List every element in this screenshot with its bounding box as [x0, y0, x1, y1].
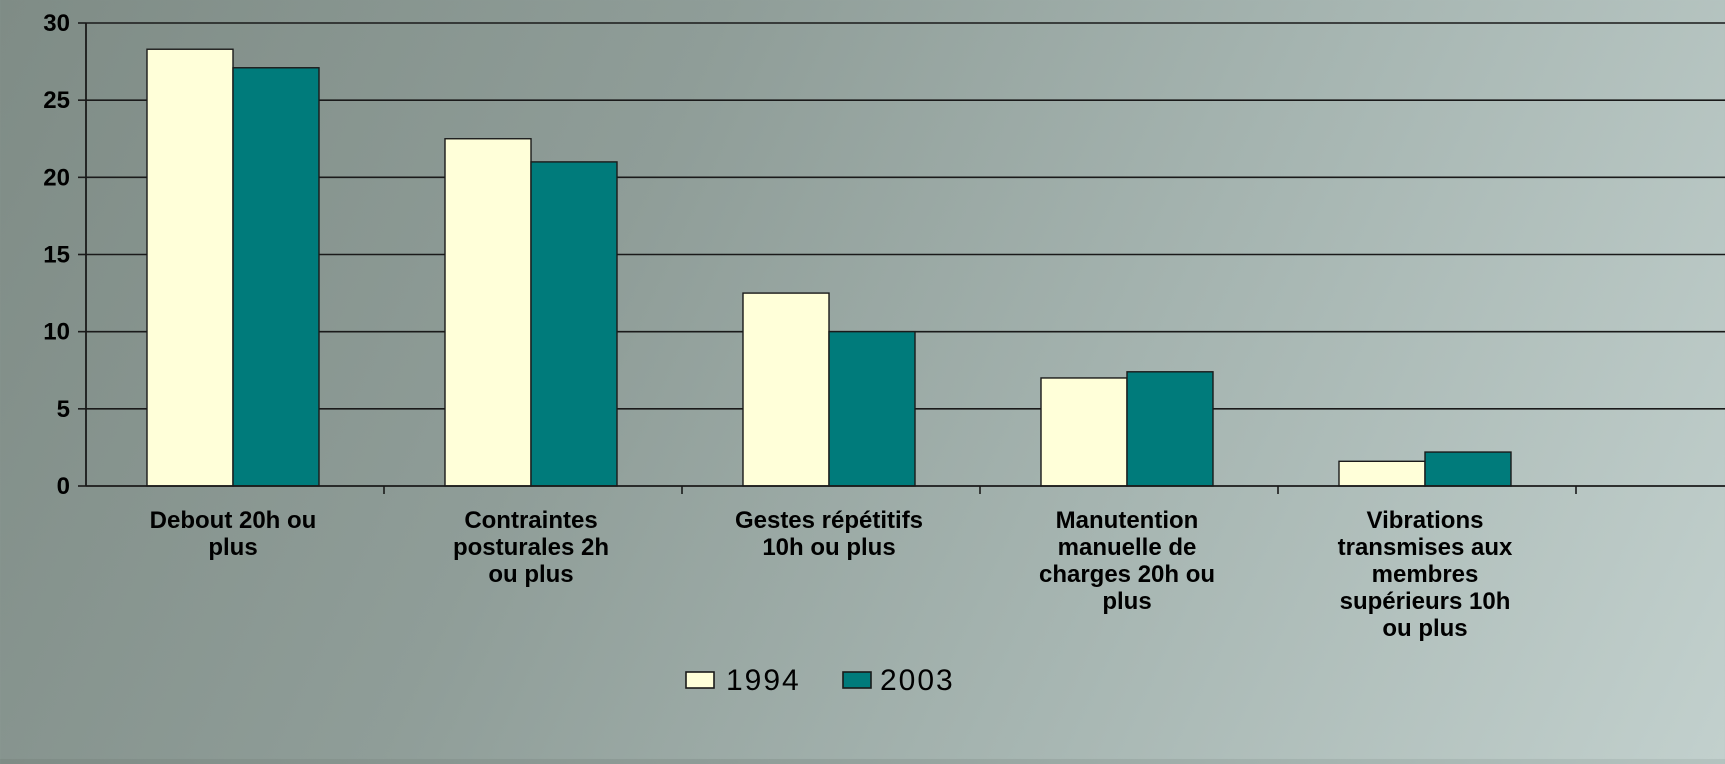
bar-1994-2: [742, 292, 830, 487]
legend-label-2003: 2003: [880, 664, 955, 697]
bar-1994-4: [1338, 460, 1426, 487]
legend-label-1994: 1994: [726, 664, 801, 697]
category-label-line: Debout 20h ou: [150, 507, 317, 534]
y-tick-labels: 0 5 10 15 20 25 30: [43, 10, 70, 500]
legend: 1994 2003: [685, 664, 955, 697]
axes: [78, 22, 1725, 494]
y-tick-label: 20: [43, 164, 70, 191]
gridlines: [86, 22, 1725, 410]
y-tick-label: 0: [57, 473, 70, 500]
category-label-line: 10h ou plus: [762, 534, 895, 561]
category-label: Contraintes posturales 2h ou plus: [453, 507, 609, 588]
y-tick-label: 10: [43, 319, 70, 346]
category-label: Manutention manuelle de charges 20h ou plus: [1039, 507, 1215, 615]
bar-1994-3: [1040, 377, 1128, 487]
bar-2003-0: [232, 67, 320, 487]
bar-2003-3: [1126, 371, 1214, 487]
category-label-line: charges 20h ou: [1039, 561, 1215, 588]
category-label: Gestes répétitifs 10h ou plus: [735, 507, 923, 561]
y-tick-label: 25: [43, 87, 70, 114]
category-label-line: Manutention: [1056, 507, 1199, 534]
category-label: Vibrations transmises aux membres supérieur…: [1338, 507, 1513, 642]
bar-2003-1: [530, 161, 618, 487]
legend-swatch-2003: [842, 671, 872, 689]
category-label-line: Contraintes: [464, 507, 597, 534]
category-label-line: Gestes répétitifs: [735, 507, 923, 534]
bar-2003-2: [828, 330, 916, 487]
category-label-line: supérieurs 10h: [1340, 588, 1511, 615]
category-label-line: ou plus: [488, 561, 573, 588]
bar-2003-4: [1424, 451, 1512, 487]
category-label-line: transmises aux: [1338, 534, 1513, 561]
y-tick-label: 30: [43, 10, 70, 37]
category-label-line: plus: [1102, 588, 1151, 615]
category-label-line: posturales 2h: [453, 534, 609, 561]
y-tick-label: 5: [57, 396, 70, 423]
y-tick-label: 15: [43, 242, 70, 269]
category-label: Debout 20h ou plus: [150, 507, 317, 561]
category-label-line: Vibrations: [1367, 507, 1484, 534]
bar-1994-0: [146, 48, 234, 487]
category-label-line: ou plus: [1382, 615, 1467, 642]
category-label-line: plus: [208, 534, 257, 561]
category-label-line: manuelle de: [1058, 534, 1197, 561]
legend-swatch-1994: [685, 671, 715, 689]
bars: [146, 48, 1512, 487]
bar-1994-1: [444, 138, 532, 487]
category-label-line: membres: [1372, 561, 1479, 588]
